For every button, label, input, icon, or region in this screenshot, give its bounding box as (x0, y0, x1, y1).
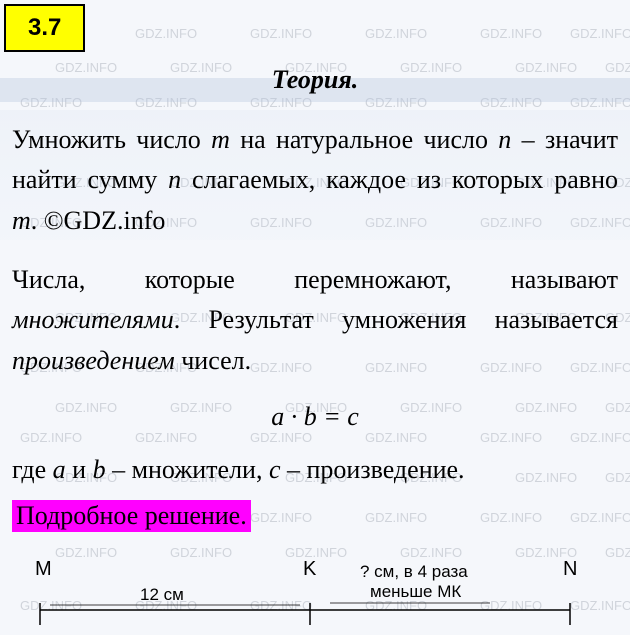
text: слагаемых, каж­дое из которых равно (181, 165, 618, 194)
theory-paragraph-2: Числа, которые перемножают, называют мно… (12, 260, 618, 381)
var-c: c (269, 455, 281, 484)
term-product: произведением (12, 346, 175, 375)
text: – произведение. (281, 455, 465, 484)
text: где (12, 455, 53, 484)
text: чисел. (175, 346, 251, 375)
var-a: a (53, 455, 66, 484)
term-multipliers: множителями (12, 305, 174, 334)
solution-label: Подробное решение. (12, 500, 251, 532)
watermark-text: GDZ.INFO (480, 430, 542, 445)
point-label-k: K (303, 558, 317, 580)
text: . ©GDZ.info (31, 206, 166, 235)
text: Умножить число (12, 125, 211, 154)
problem-number-badge: 3.7 (4, 4, 85, 52)
var-m: m (211, 125, 230, 154)
text: – множители, (106, 455, 269, 484)
watermark-text: GDZ.INFO (480, 510, 542, 525)
watermark-text: GDZ.INFO (570, 510, 630, 525)
watermark-text: GDZ.INFO (135, 430, 197, 445)
watermark-text: GDZ.INFO (570, 430, 630, 445)
watermark-text: GDZ.INFO (365, 26, 427, 41)
var-b: b (93, 455, 106, 484)
text: Числа, которые перемножают, называют (12, 265, 618, 294)
text: на натуральное число (230, 125, 498, 154)
watermark-text: GDZ.INFO (480, 26, 542, 41)
var-m: m (12, 206, 31, 235)
watermark-text: GDZ.INFO (250, 26, 312, 41)
watermark-text: GDZ.INFO (250, 430, 312, 445)
watermark-text: GDZ.INFO (570, 26, 630, 41)
watermark-text: GDZ.INFO (365, 430, 427, 445)
kn-label-line1: ? см, в 4 раза (360, 562, 468, 581)
point-label-n: N (563, 558, 577, 580)
mk-length-label: 12 см (140, 585, 184, 604)
watermark-text: GDZ.INFO (250, 510, 312, 525)
text: . Результат умножения называется (174, 305, 618, 334)
var-n: n (498, 125, 511, 154)
theory-paragraph-1: Умножить число m на натуральное число n … (12, 120, 618, 241)
kn-label-line2: меньше МК (370, 582, 461, 601)
watermark-text: GDZ.INFO (135, 26, 197, 41)
point-label-m: M (35, 558, 52, 580)
segment-diagram: M K N 12 см ? см, в 4 раза меньше МК (30, 555, 600, 630)
formula: a · b = c (0, 402, 630, 432)
watermark-text: GDZ.INFO (365, 510, 427, 525)
watermark-text: GDZ.INFO (605, 545, 630, 560)
theory-paragraph-3: где a и b – множители, c – произведение. (12, 450, 618, 490)
text: и (66, 455, 93, 484)
var-n: n (168, 165, 181, 194)
theory-header: Теория. (0, 65, 630, 95)
watermark-text: GDZ.INFO (20, 430, 82, 445)
